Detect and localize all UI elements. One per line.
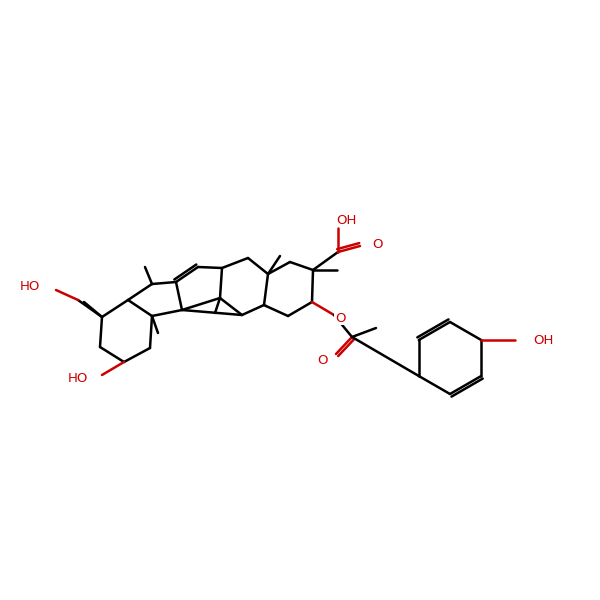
Text: O: O <box>335 311 345 325</box>
Text: OH: OH <box>533 334 554 346</box>
Text: OH: OH <box>336 214 356 226</box>
Text: HO: HO <box>68 371 88 385</box>
Text: O: O <box>372 238 383 251</box>
Text: HO: HO <box>20 280 40 292</box>
Text: O: O <box>317 353 328 367</box>
